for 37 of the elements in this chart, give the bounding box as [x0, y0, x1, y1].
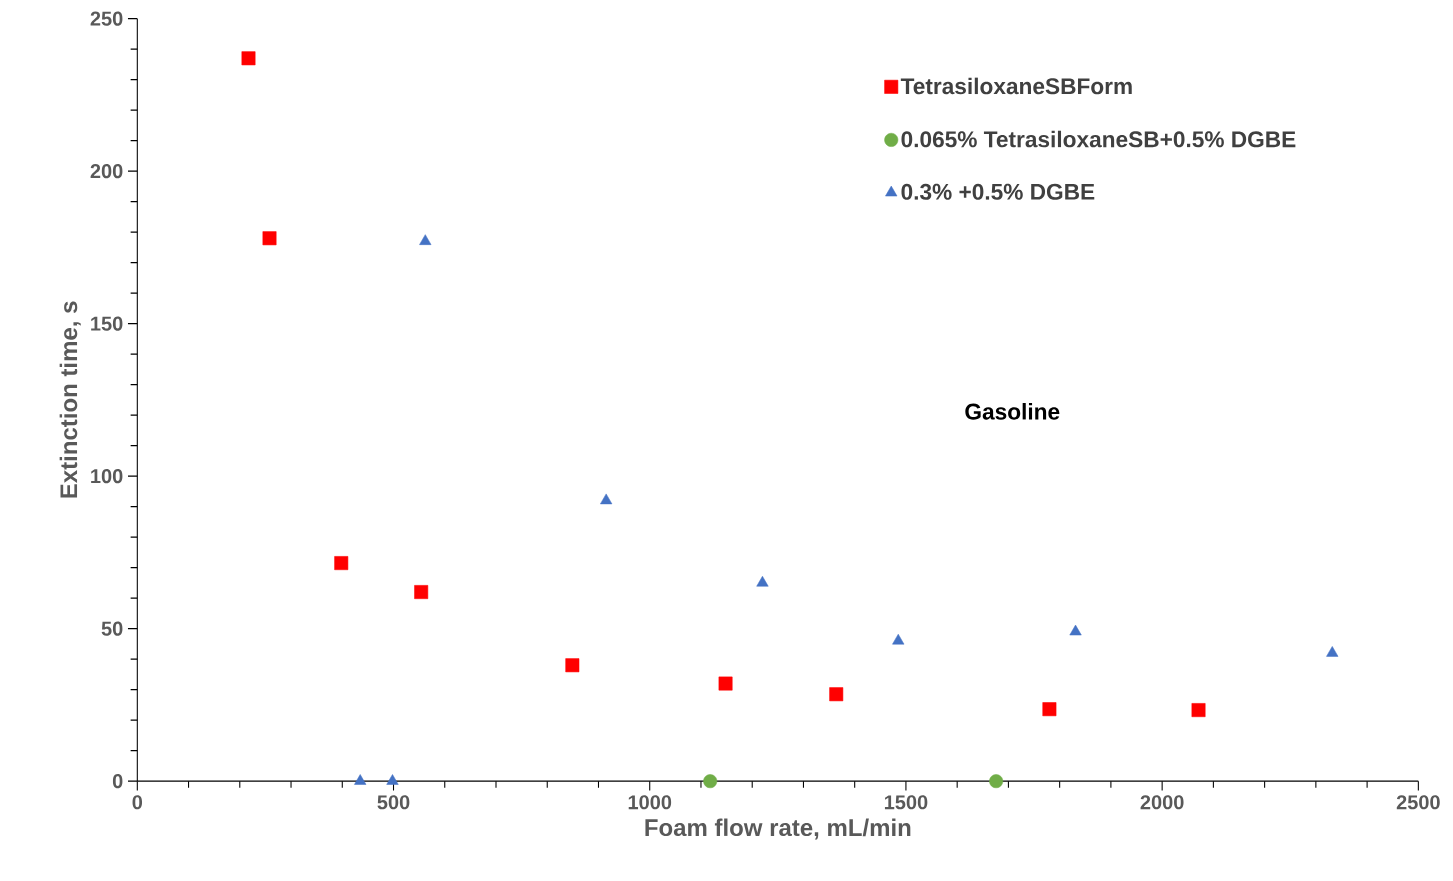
y-tick-label: 250 [90, 11, 123, 26]
point [718, 676, 733, 691]
x-tick-label: 2000 [1140, 795, 1184, 810]
y-tick-label: 50 [101, 621, 123, 636]
y-tick-label: 150 [91, 316, 123, 331]
x-tick-label: 2500 [1396, 795, 1440, 810]
legend-label: 0.3% +0.5% DGBE [901, 183, 1095, 200]
point [1069, 624, 1082, 636]
point [703, 774, 718, 789]
legend-label: 0.065% TetrasiloxaneSB+0.5% DGBE [901, 130, 1296, 148]
point [829, 687, 844, 702]
point [354, 774, 367, 785]
point [419, 234, 432, 245]
x-axis-title: Foam flow rate, mL/min [645, 818, 911, 840]
y-tick-label: 200 [90, 164, 123, 179]
annotation: Gasoline [965, 402, 1060, 420]
point [892, 633, 905, 645]
point [1042, 702, 1057, 717]
y-tick-label: 0 [112, 774, 123, 789]
point [1191, 703, 1206, 717]
point [334, 556, 349, 570]
x-tick-label: 1500 [884, 795, 928, 810]
point [386, 774, 399, 785]
point [241, 51, 256, 66]
point [756, 575, 769, 587]
point [414, 585, 429, 599]
point [565, 658, 580, 673]
x-tick-label: 0 [132, 795, 143, 810]
point [262, 231, 277, 246]
point [989, 774, 1004, 789]
legend-label: TetrasiloxaneSBForm [900, 77, 1132, 95]
x-tick-label: 1000 [628, 795, 672, 810]
point [1326, 646, 1339, 657]
point [600, 493, 613, 505]
y-tick-label: 100 [91, 469, 123, 484]
x-tick-label: 500 [377, 795, 410, 810]
y-axis-title: Extinction time, s [59, 301, 81, 498]
